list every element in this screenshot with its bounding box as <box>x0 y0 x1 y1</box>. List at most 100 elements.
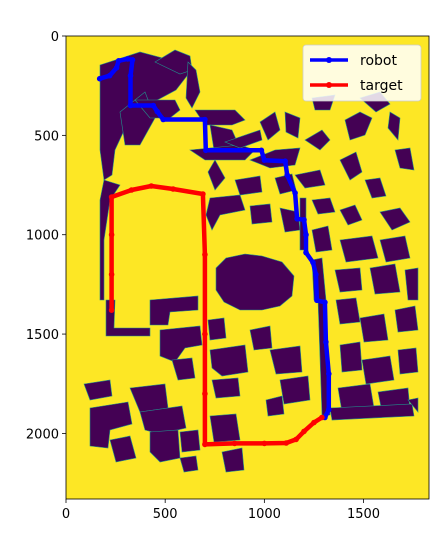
series-point-robot <box>292 190 298 196</box>
series-point-robot <box>127 102 134 109</box>
series-point-robot <box>106 72 113 79</box>
map-obstacle <box>224 129 263 149</box>
occupancy-map <box>66 36 429 499</box>
series-point-robot <box>203 147 209 154</box>
map-obstacle <box>339 204 363 226</box>
series-point-target <box>200 191 206 197</box>
map-obstacle <box>154 49 193 75</box>
series-robot <box>96 56 332 421</box>
series-point-target <box>108 271 115 278</box>
map-obstacle <box>407 397 419 413</box>
x-tick-label: 1000 <box>248 507 281 522</box>
series-point-target <box>202 251 208 258</box>
map-obstacle <box>335 297 361 325</box>
series-point-robot <box>322 299 328 306</box>
legend-label-robot: robot <box>360 53 397 69</box>
map-obstacle <box>294 169 326 189</box>
map-obstacle <box>205 194 246 231</box>
series-point-robot <box>113 65 120 71</box>
series-point-robot <box>202 116 208 123</box>
map-obstacle <box>149 429 181 463</box>
series-point-robot <box>313 271 319 278</box>
map-obstacle <box>211 377 241 399</box>
x-axis: 0 500 1000 1500 <box>62 499 380 522</box>
series-point-robot <box>124 56 131 62</box>
map-obstacle <box>249 203 273 225</box>
series-point-robot <box>294 216 300 222</box>
map-obstacle <box>159 325 203 363</box>
map-obstacle <box>311 197 336 215</box>
legend-label-target: target <box>360 78 403 94</box>
map-obstacle <box>185 61 201 109</box>
map-obstacle <box>369 263 401 295</box>
series-point-target <box>108 231 115 238</box>
series-point-robot <box>323 339 329 345</box>
map-obstacle <box>329 403 415 421</box>
series-point-robot <box>303 249 309 256</box>
map-obstacle <box>234 175 263 196</box>
map-obstacle <box>249 325 273 351</box>
series-point-robot <box>326 406 332 413</box>
series-point-target <box>311 419 317 426</box>
map-obstacle <box>179 455 199 473</box>
map-obstacle <box>265 395 285 417</box>
series-point-target <box>148 183 155 189</box>
series-point-robot <box>154 108 160 115</box>
series-point-robot <box>284 172 291 178</box>
series-point-target <box>128 187 135 193</box>
map-obstacle <box>89 401 133 449</box>
map-obstacle <box>379 207 411 231</box>
legend-marker-target <box>326 82 332 88</box>
map-obstacle <box>209 413 241 443</box>
y-tick-label: 0 <box>51 30 59 45</box>
map-obstacle <box>83 379 113 401</box>
map-obstacle <box>339 151 363 181</box>
series-point-target <box>202 331 208 337</box>
series-point-robot <box>96 75 103 82</box>
series-point-target <box>202 441 208 448</box>
x-tick-label: 500 <box>153 507 178 522</box>
map-obstacle <box>279 375 311 405</box>
series-point-target <box>108 307 115 314</box>
map-obstacle <box>209 344 249 377</box>
map-obstacle <box>149 295 199 326</box>
map-obstacle <box>387 111 401 141</box>
series-point-target <box>231 440 238 447</box>
map-obstacle <box>284 111 301 139</box>
map-obstacle <box>334 267 363 293</box>
series-point-robot <box>303 231 309 238</box>
series-point-target <box>108 194 115 200</box>
series-point-robot <box>115 58 122 64</box>
x-tick-label: 0 <box>62 507 70 522</box>
y-tick-label: 2000 <box>26 427 59 442</box>
map-obstacle <box>109 435 137 463</box>
series-point-target <box>293 436 299 443</box>
series-target <box>108 183 325 448</box>
series-point-target <box>283 440 290 446</box>
map-obstacle <box>304 129 331 151</box>
series-point-robot <box>150 102 157 109</box>
legend: robot target <box>302 44 422 102</box>
map-obstacle <box>207 159 226 191</box>
y-tick-label: 500 <box>34 129 59 144</box>
map-obstacle <box>344 111 373 141</box>
map-obstacle <box>171 357 196 381</box>
series-point-robot <box>160 116 166 123</box>
map-obstacle <box>311 225 333 253</box>
y-axis: 0 500 1000 1500 2000 <box>26 30 66 442</box>
series-point-robot <box>310 259 316 266</box>
map-obstacle <box>339 235 379 263</box>
legend-marker-robot <box>326 57 332 63</box>
series-point-target <box>202 390 208 397</box>
series-point-target <box>261 440 268 447</box>
map-obstacle <box>404 267 419 301</box>
series-point-robot <box>127 72 134 79</box>
x-tick-label: 1500 <box>347 507 380 522</box>
map-obstacle <box>359 313 389 343</box>
series-point-robot <box>301 217 307 223</box>
map-obstacle <box>269 345 303 375</box>
map-obstacle <box>221 447 245 473</box>
y-tick-label: 1500 <box>26 328 59 343</box>
series-point-robot <box>261 157 268 163</box>
